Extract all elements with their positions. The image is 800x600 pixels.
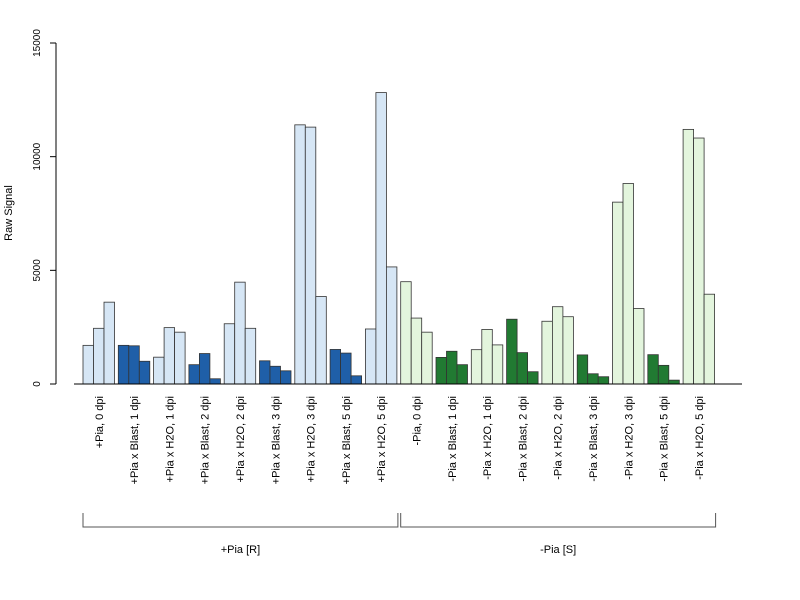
x-tick-label: -Pia x H2O, 1 dpi [482,396,494,480]
bars [82,92,715,385]
bar [657,364,670,385]
bar [682,128,694,385]
x-tick-label: -Pia x Blast, 1 dpi [447,396,459,482]
bar [562,316,574,385]
bar [364,328,377,385]
bar [693,137,705,385]
x-tick-label: -Pia, 0 dpi [411,396,423,446]
bar [117,344,130,385]
x-tick-label: +Pia x Blast, 5 dpi [341,396,353,484]
bar [82,344,94,385]
y-tick-label: 10000 [32,142,43,170]
x-tick-label: +Pia x H2O, 1 dpi [164,396,176,483]
bar [597,376,610,385]
bar [527,371,539,385]
bar [633,308,645,385]
x-tick-label: -Pia x H2O, 5 dpi [694,396,706,480]
bar [350,375,363,385]
bar [622,183,634,385]
x-tick-label: -Pia x H2O, 3 dpi [623,396,635,480]
group-brackets: +Pia [R] -Pia [S] [82,513,717,556]
bar [541,320,553,385]
x-tick-label: -Pia x Blast, 2 dpi [517,396,529,482]
bar [153,356,165,385]
bar [198,353,211,385]
bar [552,306,564,385]
bar [269,365,281,385]
bar [400,281,412,385]
x-tick-label: +Pia x H2O, 2 dpi [235,396,247,483]
bar [163,327,176,385]
y-tick-label: 15000 [32,29,43,57]
y-axis-label: Raw Signal [3,185,15,241]
group-bracket [82,513,399,528]
bar [188,364,200,385]
y-tick-label: 5000 [32,259,43,282]
x-tick-label: +Pia x H2O, 5 dpi [376,396,388,483]
bar [446,350,458,385]
bar [421,331,433,385]
bar [340,352,352,385]
bar [93,327,105,385]
bar [209,378,221,385]
bar [703,293,715,385]
bar [456,364,468,385]
bar [304,126,317,385]
bar [587,373,599,385]
bar [244,327,257,385]
y-axis: 0 5000 10000 15000 [32,29,57,387]
bar [668,379,680,385]
x-tick-label: -Pia x H2O, 2 dpi [553,396,565,480]
bar [128,345,140,385]
bar [385,266,398,385]
group-bracket [400,513,717,528]
bar [410,317,423,385]
group-label: +Pia [R] [221,544,260,556]
bar [315,296,327,385]
group-label: -Pia [S] [540,544,576,556]
x-tick-label: +Pia, 0 dpi [94,396,106,448]
bar [576,354,589,385]
bar [294,124,306,385]
bar [280,370,292,385]
bar [470,349,483,385]
bar [234,281,246,385]
x-tick-label: -Pia x Blast, 3 dpi [588,396,600,482]
x-tick-label: -Pia x Blast, 5 dpi [659,396,671,482]
bar [506,318,518,385]
bar [435,357,447,385]
bar [174,331,186,385]
bar [375,92,387,385]
bar [223,323,236,385]
bar [612,201,624,385]
x-tick-label: +Pia x Blast, 2 dpi [200,396,212,484]
bar [138,360,151,385]
bar [481,329,493,385]
x-tick-label: +Pia x Blast, 3 dpi [270,396,282,484]
x-tick-label: +Pia x H2O, 3 dpi [306,396,318,483]
y-tick-label: 0 [32,381,43,387]
bar [491,344,504,385]
category-labels: +Pia, 0 dpi +Pia x Blast, 1 dpi +Pia x H2O… [94,396,706,484]
bar [259,360,271,385]
x-tick-label: +Pia x Blast, 1 dpi [129,396,141,484]
bar [329,349,342,385]
bar [103,301,115,385]
bar [516,352,528,385]
bar [647,354,659,385]
